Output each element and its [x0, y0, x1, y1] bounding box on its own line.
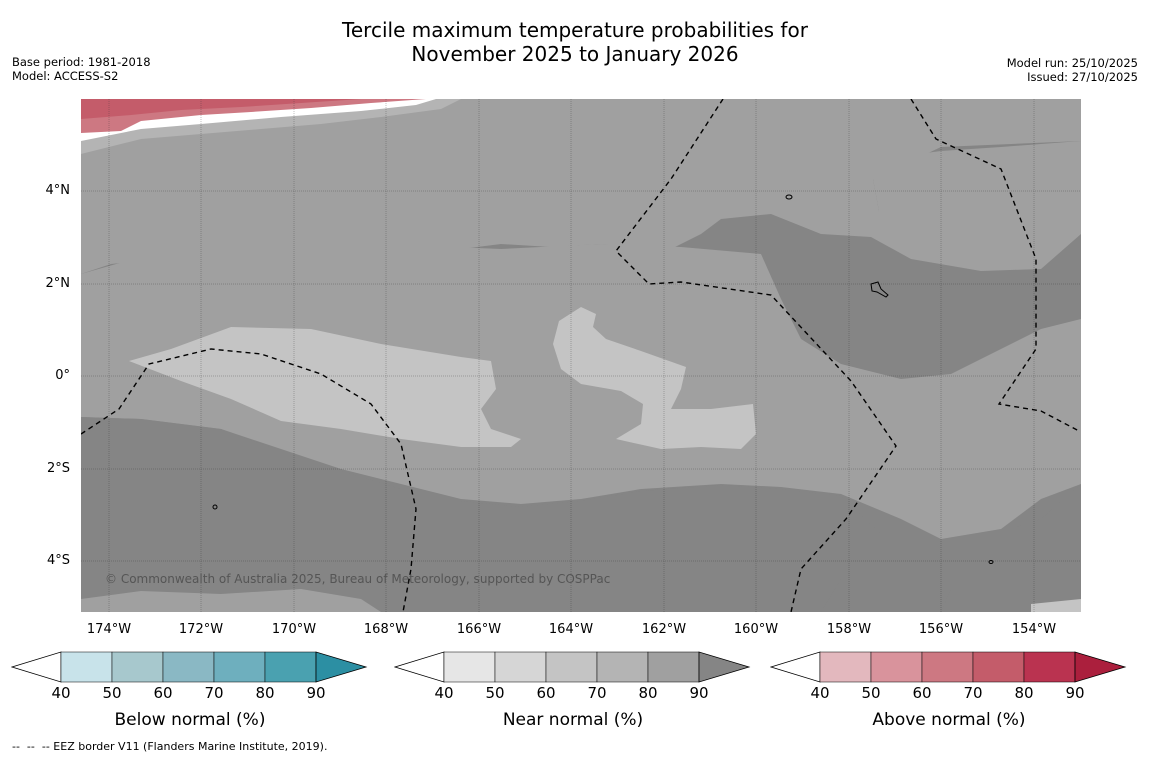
colorbar-above-normal-tick: 90 [1065, 684, 1085, 702]
colorbar-near-normal-swatch [545, 651, 598, 683]
colorbar-above-normal-swatch [972, 651, 1025, 683]
colorbar-below-normal-swatch [111, 651, 164, 683]
islands [212, 194, 994, 564]
near-normal-80-north [81, 99, 1081, 274]
colorbar-near-normal-swatch [443, 651, 496, 683]
colorbar-above-normal-swatch [921, 651, 974, 683]
colorbar-above-normal-swatch [1023, 651, 1076, 683]
colorbar-near-normal-tick: 80 [638, 684, 658, 702]
near-normal-90-south [81, 417, 881, 612]
colorbar-near-normal-tick: 90 [689, 684, 709, 702]
colorbar-below-normal-swatch [60, 651, 113, 683]
colorbar-below-normal-swatches [11, 651, 368, 683]
lat-label-0: 0° [55, 368, 70, 383]
lon-label-162w: 162°W [641, 622, 687, 637]
colorbar-below-normal [11, 650, 369, 684]
colorbar-below-normal-tick: 90 [306, 684, 326, 702]
colorbar-below-normal-min-arrow [11, 651, 62, 683]
eez-borders [81, 99, 1080, 612]
near-normal-70-central [553, 307, 756, 449]
probability-map [81, 99, 1081, 612]
colorbar-below-normal-swatch [213, 651, 266, 683]
colorbar-below-normal-tick: 50 [102, 684, 122, 702]
lon-label-156w: 156°W [918, 622, 964, 637]
title-line-1: Tercile maximum temperature probabilitie… [342, 18, 808, 42]
colorbar-near-normal-tick: 60 [536, 684, 556, 702]
title-line-2: November 2025 to January 2026 [411, 42, 739, 66]
model-name: Model: ACCESS-S2 [12, 69, 119, 83]
colorbar-above-normal-title: Above normal (%) [872, 710, 1026, 730]
lat-label-2s: 2°S [46, 461, 70, 476]
near-normal-80-east [821, 141, 1081, 271]
lon-label-172w: 172°W [178, 622, 224, 637]
colorbar-above-normal-swatch [870, 651, 923, 683]
base-period: Base period: 1981-2018 [12, 55, 151, 69]
colorbar-above-normal-tick: 60 [912, 684, 932, 702]
lon-label-164w: 164°W [548, 622, 594, 637]
near-normal-80-equatorial [81, 244, 1081, 539]
lon-label-158w: 158°W [826, 622, 872, 637]
colorbar-above-normal [770, 650, 1128, 684]
near-normal-70-southeast [1031, 599, 1081, 612]
colorbar-near-normal-swatch [494, 651, 547, 683]
colorbar-below-normal-title: Below normal (%) [114, 710, 266, 730]
colorbar-below-normal-max-arrow [315, 651, 368, 683]
colorbar-above-normal-swatches [770, 651, 1127, 683]
map-panel: © Commonwealth of Australia 2025, Bureau… [81, 99, 1081, 612]
colorbar-near-normal-tick: 40 [434, 684, 454, 702]
colorbar-near-normal-swatches [394, 651, 751, 683]
colorbar-near-normal-max-arrow [698, 651, 751, 683]
colorbar-below-normal-tick: 60 [153, 684, 173, 702]
meta-left: Base period: 1981-2018 Model: ACCESS-S2 [12, 55, 151, 83]
colorbar-near-normal [394, 650, 752, 684]
colorbar-near-normal-min-arrow [394, 651, 445, 683]
lon-label-154w: 154°W [1011, 622, 1057, 637]
colorbar-near-normal-swatch [596, 651, 649, 683]
colorbar-above-normal-swatch [819, 651, 872, 683]
graticule [81, 99, 1081, 612]
above-normal-80-region [81, 99, 361, 119]
lon-label-166w: 166°W [456, 622, 502, 637]
colorbar-above-normal-tick: 70 [963, 684, 983, 702]
lat-label-4n: 4°N [45, 183, 71, 198]
colorbar-above-normal-tick: 50 [861, 684, 881, 702]
lat-label-4s: 4°S [46, 553, 70, 568]
near-normal-70-west [129, 327, 521, 447]
eez-footnote: -- -- -- EEZ border V11 (Flanders Marine… [12, 740, 328, 753]
model-run-date: Model run: 25/10/2025 [1006, 56, 1138, 70]
colorbar-below-normal-tick: 70 [204, 684, 224, 702]
colorbar-near-normal-title: Near normal (%) [502, 710, 644, 730]
lon-label-168w: 168°W [363, 622, 409, 637]
lon-label-160w: 160°W [733, 622, 779, 637]
issued-date: Issued: 27/10/2025 [1027, 70, 1138, 84]
colorbar-above-normal-max-arrow [1074, 651, 1127, 683]
copyright-notice: © Commonwealth of Australia 2025, Bureau… [105, 572, 611, 586]
meta-right: Model run: 25/10/2025 Issued: 27/10/2025 [1007, 56, 1138, 84]
lon-label-174w: 174°W [86, 622, 132, 637]
colorbar-near-normal-swatch [647, 651, 700, 683]
lon-label-170w: 170°W [271, 622, 317, 637]
colorbar-below-normal-tick: 40 [51, 684, 71, 702]
colorbar-below-normal-swatch [264, 651, 317, 683]
colorbar-above-normal-min-arrow [770, 651, 821, 683]
colorbar-below-normal-tick: 80 [255, 684, 275, 702]
colorbar-near-normal-tick: 50 [485, 684, 505, 702]
colorbar-below-normal-swatch [162, 651, 215, 683]
colorbar-near-normal-tick: 70 [587, 684, 607, 702]
colorbar-above-normal-tick: 80 [1014, 684, 1034, 702]
lat-label-2n: 2°N [45, 276, 71, 291]
near-normal-80-southwest [81, 589, 381, 612]
map-title: Tercile maximum temperature probabilitie… [0, 18, 1150, 66]
near-normal-90-southeast [931, 484, 1081, 612]
colorbar-above-normal-tick: 40 [810, 684, 830, 702]
